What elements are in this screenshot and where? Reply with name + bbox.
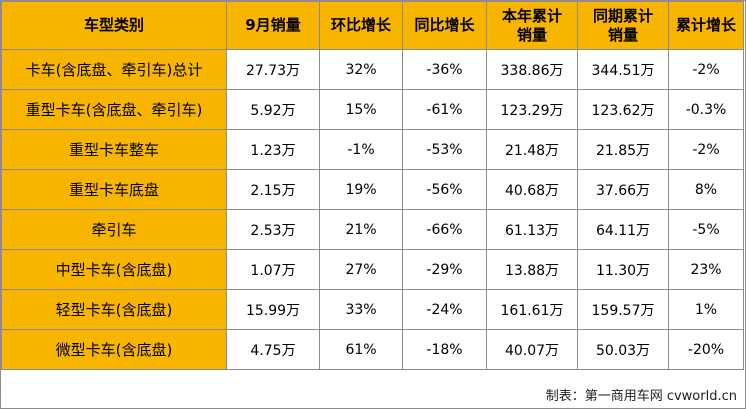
cell-mom-growth: 19% [319,169,403,210]
row-category: 中型卡车(含底盘) [1,249,227,290]
table-row: 牵引车 2.53万 21% -66% 61.13万 64.11万 -5% [1,209,744,250]
table-footer: 制表：第一商用车网 cvworld.cn [1,372,743,407]
cell-cumulative-growth: -20% [668,329,744,370]
row-category: 牵引车 [1,209,227,250]
row-category: 重型卡车底盘 [1,169,227,210]
cell-sept-sales: 27.73万 [226,49,320,90]
cell-sept-sales: 1.23万 [226,129,320,170]
cell-yoy-growth: -61% [402,89,487,130]
cell-ytd-sales: 161.61万 [486,289,578,330]
cell-ytd-sales: 338.86万 [486,49,578,90]
source-credit: 制表：第一商用车网 cvworld.cn [545,389,737,404]
cell-mom-growth: 15% [319,89,403,130]
cell-mom-growth: 33% [319,289,403,330]
table-row: 重型卡车底盘 2.15万 19% -56% 40.68万 37.66万 8% [1,169,744,210]
header-ytd-sales: 本年累计 销量 [486,1,578,50]
cell-sept-sales: 2.15万 [226,169,320,210]
cell-prev-ytd-sales: 21.85万 [577,129,669,170]
table-row: 微型卡车(含底盘) 4.75万 61% -18% 40.07万 50.03万 -… [1,329,744,370]
cell-cumulative-growth: 1% [668,289,744,330]
cell-cumulative-growth: 8% [668,169,744,210]
cell-prev-ytd-sales: 64.11万 [577,209,669,250]
row-category: 微型卡车(含底盘) [1,329,227,370]
cell-mom-growth: 27% [319,249,403,290]
header-prev-ytd-sales-line2: 销量 [607,25,638,44]
cell-prev-ytd-sales: 50.03万 [577,329,669,370]
cell-prev-ytd-sales: 37.66万 [577,169,669,210]
cell-sept-sales: 2.53万 [226,209,320,250]
cell-cumulative-growth: -0.3% [668,89,744,130]
header-prev-ytd-sales-line1: 同期累计 [592,6,653,25]
header-mom-growth: 环比增长 [319,1,403,50]
header-category: 车型类别 [1,1,227,50]
sales-table: 车型类别 9月销量 环比增长 同比增长 本年累计 销量 同期累计 销量 累计增长… [1,1,744,370]
header-cumulative-growth: 累计增长 [668,1,744,50]
table-row: 重型卡车整车 1.23万 -1% -53% 21.48万 21.85万 -2% [1,129,744,170]
cell-mom-growth: 21% [319,209,403,250]
header-row: 车型类别 9月销量 环比增长 同比增长 本年累计 销量 同期累计 销量 累计增长 [1,1,744,50]
table-row: 轻型卡车(含底盘) 15.99万 33% -24% 161.61万 159.57… [1,289,744,330]
header-sept-sales: 9月销量 [226,1,320,50]
cell-prev-ytd-sales: 159.57万 [577,289,669,330]
cell-prev-ytd-sales: 11.30万 [577,249,669,290]
cell-cumulative-growth: 23% [668,249,744,290]
cell-yoy-growth: -53% [402,129,487,170]
cell-yoy-growth: -24% [402,289,487,330]
cell-ytd-sales: 123.29万 [486,89,578,130]
row-category: 轻型卡车(含底盘) [1,289,227,330]
cell-sept-sales: 15.99万 [226,289,320,330]
table-row: 重型卡车(含底盘、牵引车) 5.92万 15% -61% 123.29万 123… [1,89,744,130]
table-row: 卡车(含底盘、牵引车)总计 27.73万 32% -36% 338.86万 34… [1,49,744,90]
cell-prev-ytd-sales: 123.62万 [577,89,669,130]
cell-prev-ytd-sales: 344.51万 [577,49,669,90]
cell-yoy-growth: -29% [402,249,487,290]
cell-cumulative-growth: -5% [668,209,744,250]
header-yoy-growth: 同比增长 [402,1,487,50]
header-prev-ytd-sales: 同期累计 销量 [577,1,669,50]
cell-sept-sales: 5.92万 [226,89,320,130]
header-ytd-sales-line1: 本年累计 [501,6,562,25]
cell-cumulative-growth: -2% [668,49,744,90]
cell-yoy-growth: -56% [402,169,487,210]
cell-mom-growth: 61% [319,329,403,370]
cell-cumulative-growth: -2% [668,129,744,170]
cell-yoy-growth: -66% [402,209,487,250]
row-category: 重型卡车(含底盘、牵引车) [1,89,227,130]
row-category: 重型卡车整车 [1,129,227,170]
header-ytd-sales-line2: 销量 [516,25,547,44]
row-category: 卡车(含底盘、牵引车)总计 [1,49,227,90]
cell-ytd-sales: 40.07万 [486,329,578,370]
cell-sept-sales: 4.75万 [226,329,320,370]
cell-ytd-sales: 61.13万 [486,209,578,250]
cell-ytd-sales: 40.68万 [486,169,578,210]
cell-mom-growth: -1% [319,129,403,170]
cell-yoy-growth: -36% [402,49,487,90]
cell-ytd-sales: 13.88万 [486,249,578,290]
cell-ytd-sales: 21.48万 [486,129,578,170]
cell-sept-sales: 1.07万 [226,249,320,290]
cell-mom-growth: 32% [319,49,403,90]
cell-yoy-growth: -18% [402,329,487,370]
table-row: 中型卡车(含底盘) 1.07万 27% -29% 13.88万 11.30万 2… [1,249,744,290]
